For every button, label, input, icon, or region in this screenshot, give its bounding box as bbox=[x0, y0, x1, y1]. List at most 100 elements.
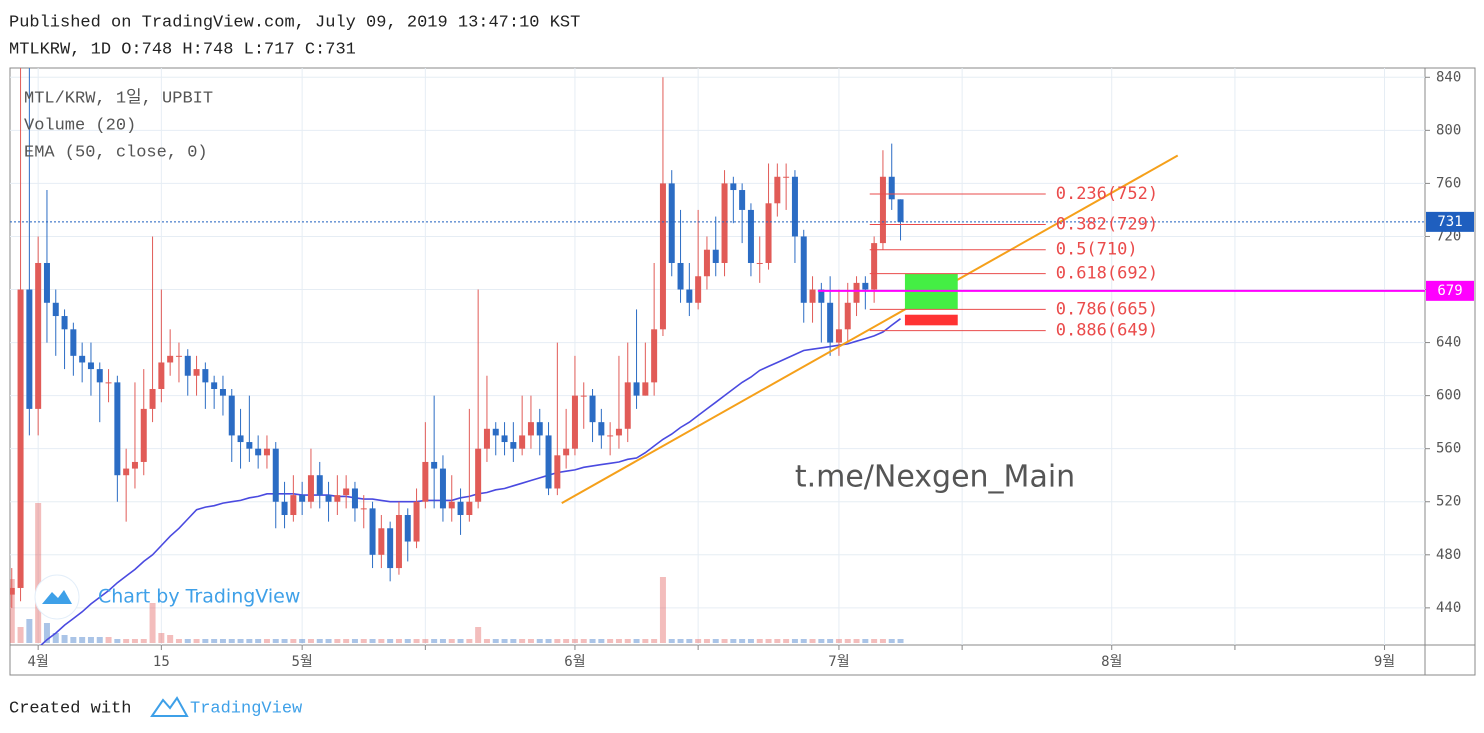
volume-bar bbox=[167, 635, 174, 643]
legend-ema: EMA (50, close, 0) bbox=[24, 143, 208, 162]
x-tick-label: 8월 bbox=[1101, 654, 1122, 670]
chart-by-tradingview: Chart by TradingView bbox=[98, 586, 300, 608]
candle-body bbox=[897, 199, 904, 222]
price-badge bbox=[1426, 211, 1474, 232]
candle-body bbox=[818, 289, 825, 303]
volume-bar bbox=[387, 639, 394, 643]
x-tick-label: 6월 bbox=[564, 654, 585, 670]
volume-bar bbox=[862, 639, 869, 643]
candle-body bbox=[712, 249, 719, 263]
volume-bar bbox=[571, 639, 578, 643]
legend-symbol: MTL/KRW, 1일, UPBIT bbox=[24, 87, 213, 108]
volume-bar bbox=[307, 639, 314, 643]
candle-body bbox=[571, 395, 578, 449]
candle-body bbox=[747, 209, 754, 263]
volume-bar bbox=[695, 639, 702, 643]
volume-bar bbox=[598, 639, 605, 643]
volume-bar bbox=[175, 639, 182, 643]
candle-body bbox=[598, 422, 605, 436]
volume-bar bbox=[818, 639, 825, 643]
candle-body bbox=[677, 262, 684, 290]
candle-body bbox=[554, 455, 561, 489]
volume-bar bbox=[299, 639, 306, 643]
volume-bar bbox=[79, 637, 86, 643]
volume-bar bbox=[624, 639, 631, 643]
candle-body bbox=[527, 422, 534, 436]
candle-body bbox=[123, 468, 130, 476]
candle-body bbox=[184, 355, 191, 376]
volume-bar bbox=[809, 639, 816, 643]
volume-bar bbox=[413, 639, 420, 643]
candle-body bbox=[510, 442, 517, 449]
candle-body bbox=[175, 355, 182, 357]
candle-body bbox=[237, 435, 244, 443]
y-tick-label: 440 bbox=[1436, 600, 1461, 616]
volume-bar bbox=[70, 637, 77, 643]
volume-bar bbox=[633, 639, 640, 643]
y-tick-label: 800 bbox=[1436, 122, 1461, 138]
volume-bar bbox=[686, 639, 693, 643]
candle-body bbox=[96, 369, 103, 383]
volume-bar bbox=[721, 639, 728, 643]
trendline bbox=[561, 154, 1179, 504]
candle-body bbox=[219, 388, 226, 396]
volume-bar bbox=[149, 603, 156, 643]
candle-body bbox=[369, 508, 376, 555]
candle-body bbox=[800, 236, 807, 303]
candle-body bbox=[589, 395, 596, 423]
price-badge bbox=[1426, 280, 1474, 301]
published-line: Published on TradingView.com, July 09, 2… bbox=[9, 13, 580, 32]
y-tick-label: 640 bbox=[1436, 335, 1461, 351]
volume-bar bbox=[545, 639, 552, 643]
candle-body bbox=[809, 289, 816, 303]
volume-bar bbox=[615, 639, 622, 643]
candle-body bbox=[334, 495, 341, 502]
volume-bar bbox=[272, 639, 279, 643]
candle-body bbox=[272, 448, 279, 502]
candle-body bbox=[756, 262, 763, 264]
footer-brand: TradingView bbox=[190, 699, 303, 718]
candle-body bbox=[299, 495, 306, 502]
volume-bar bbox=[774, 639, 781, 643]
candle-body bbox=[730, 183, 737, 191]
volume-bar bbox=[10, 579, 15, 643]
volume-bar bbox=[369, 639, 376, 643]
candle-body bbox=[351, 488, 358, 509]
candle-body bbox=[853, 282, 860, 303]
candle-body bbox=[466, 501, 473, 516]
volume-bar bbox=[123, 639, 130, 643]
candle-body bbox=[378, 528, 385, 555]
candle-body bbox=[633, 382, 640, 396]
volume-bar bbox=[422, 639, 429, 643]
candle-body bbox=[10, 587, 15, 595]
created-with: Created with bbox=[9, 699, 131, 718]
x-tick-label: 7월 bbox=[828, 654, 849, 670]
candle-body bbox=[149, 388, 156, 409]
volume-bar bbox=[475, 627, 482, 643]
candle-body bbox=[774, 176, 781, 204]
volume-bar bbox=[730, 639, 737, 643]
volume-bar bbox=[783, 639, 790, 643]
volume-bar bbox=[184, 639, 191, 643]
candle-body bbox=[387, 528, 394, 569]
volume-bar bbox=[255, 639, 262, 643]
volume-bar bbox=[439, 639, 446, 643]
volume-bar bbox=[219, 639, 226, 643]
tv-footer-logo bbox=[150, 696, 189, 717]
candle-body bbox=[624, 382, 631, 429]
volume-bar bbox=[844, 639, 851, 643]
volume-bar bbox=[765, 639, 772, 643]
candle-body bbox=[457, 501, 464, 516]
candle-body bbox=[281, 501, 288, 516]
candle-body bbox=[580, 395, 587, 397]
volume-bar bbox=[263, 639, 270, 643]
volume-bar bbox=[703, 639, 710, 643]
candle-body bbox=[659, 183, 666, 330]
candle-body bbox=[695, 276, 702, 303]
fib-label: 0.886(649) bbox=[1056, 321, 1158, 341]
volume-bar bbox=[43, 623, 50, 643]
price-badge-label: 731 bbox=[1437, 214, 1462, 230]
candle-body bbox=[316, 475, 323, 496]
volume-bar bbox=[228, 639, 235, 643]
volume-bar bbox=[756, 639, 763, 643]
